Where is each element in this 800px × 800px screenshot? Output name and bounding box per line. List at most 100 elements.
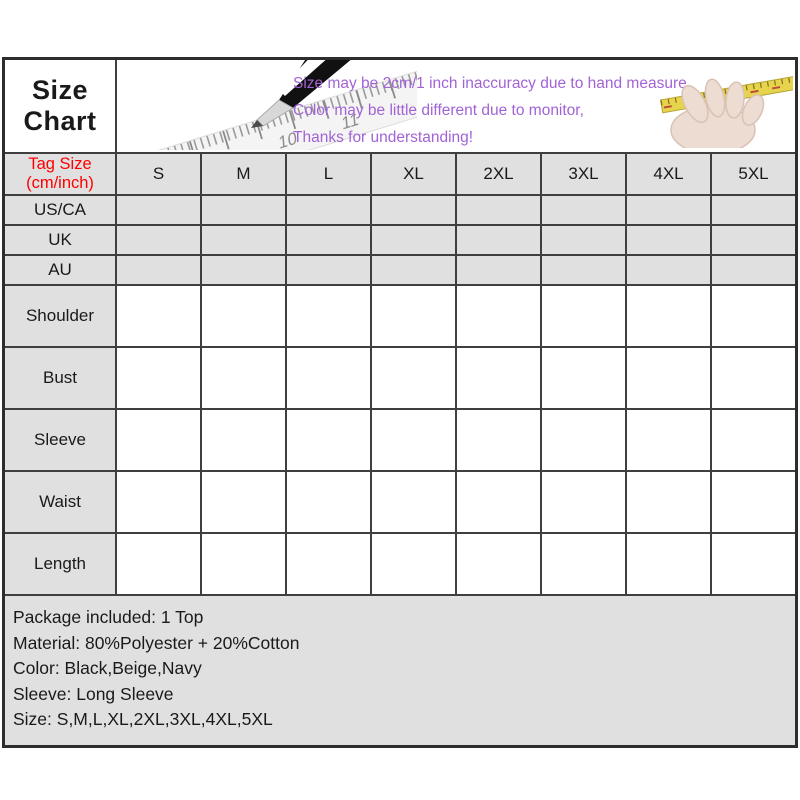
size-cell [115,256,200,284]
measurement-label: Waist [5,472,115,532]
measurement-cell [455,410,540,470]
banner-cell: 9 10 11 Size may be 2cm/1 inch inaccurac… [115,60,795,152]
size-cell [455,226,540,254]
tag-size-label-line-2: (cm/inch) [26,174,94,192]
ruler-number-10: 10 [278,127,298,150]
size-cell [285,256,370,284]
region-row: US/CA [5,196,795,226]
region-label: US/CA [5,196,115,224]
region-values [115,256,795,284]
measurement-cell [285,410,370,470]
size-cell [455,196,540,224]
measurement-cell [540,534,625,594]
measurement-row: Length [5,534,795,596]
size-cell [540,226,625,254]
measurement-row: Shoulder [5,286,795,348]
size-cell [710,256,795,284]
measurement-cell [285,286,370,346]
size-cell [370,196,455,224]
size-cell: 3XL [540,154,625,194]
measurement-rows: Shoulder [5,286,795,596]
measurement-cell [455,286,540,346]
measurement-cell [115,410,200,470]
product-detail-line: Color: Black,Beige,Navy [13,658,202,678]
measurement-cell [200,472,285,532]
measurement-cell [625,286,710,346]
region-row: AU [5,256,795,286]
ruler-number-9: 9 [220,148,231,150]
measurement-values [115,348,795,408]
size-chart-title: Size Chart [5,60,115,152]
measurement-cell [455,348,540,408]
size-cell [200,256,285,284]
measurement-cell [710,410,795,470]
region-row: UK [5,226,795,256]
size-chart-table: Size Chart 9 10 11 [2,57,798,748]
measurement-cell [200,286,285,346]
size-cell: XL [370,154,455,194]
measurement-cell [710,534,795,594]
measurement-cell [200,534,285,594]
size-cell [540,256,625,284]
title-line-1: Size [31,75,89,105]
measurement-cell [370,410,455,470]
measurement-cell [115,472,200,532]
measurement-cell [625,348,710,408]
size-cell [200,226,285,254]
measurement-cell [370,472,455,532]
banner-notes: Size may be 2cm/1 inch inaccuracy due to… [293,70,691,151]
measurement-cell [200,348,285,408]
measurement-cell [285,534,370,594]
product-detail-line: Material: 80%Polyester + 20%Cotton [13,632,300,653]
measurement-values [115,286,795,346]
note-line: Size may be 2cm/1 inch inaccuracy due to… [293,75,692,92]
measurement-cell [710,348,795,408]
measurement-cell [115,286,200,346]
size-cell [625,196,710,224]
region-label: AU [5,256,115,284]
size-cell: 4XL [625,154,710,194]
size-cell: 5XL [710,154,795,194]
measurement-cell [625,410,710,470]
product-detail-line: Sleeve: Long Sleeve [13,683,174,704]
measurement-row: Sleeve [5,410,795,472]
size-cell [455,256,540,284]
note-line: Thanks for understanding! [293,129,474,146]
measurement-values [115,534,795,594]
tag-size-values: S M L XL 2XL 3XL 4XL 5XL [115,154,795,194]
region-label: UK [5,226,115,254]
size-cell: 2XL [455,154,540,194]
ruler-number-11: 11 [341,108,360,133]
measurement-cell [540,410,625,470]
measurement-label: Sleeve [5,410,115,470]
measurement-cell [370,348,455,408]
measurement-label: Length [5,534,115,594]
measurement-cell [285,348,370,408]
size-cell [285,196,370,224]
measurement-values [115,472,795,532]
measurement-cell [540,286,625,346]
size-cell: L [285,154,370,194]
size-cell: S [115,154,200,194]
size-cell [710,196,795,224]
pencil-and-ruler-icon: 9 10 11 [117,60,417,150]
measurement-label: Shoulder [5,286,115,346]
product-detail-line: Size: S,M,L,XL,2XL,3XL,4XL,5XL [13,709,273,729]
measurement-values [115,410,795,470]
measurement-cell [370,534,455,594]
tag-size-label-line-1: Tag Size [28,155,92,173]
measurement-row: Waist [5,472,795,534]
product-details-block: Package included: 1 Top Material: 80%Poly… [5,596,795,745]
size-cell [710,226,795,254]
size-cell [625,256,710,284]
measurement-cell [370,286,455,346]
size-cell: M [200,154,285,194]
measurement-cell [115,348,200,408]
region-values [115,226,795,254]
pencil-glyph [251,60,351,128]
measurement-cell [710,472,795,532]
size-cell [540,196,625,224]
measurement-row: Bust [5,348,795,410]
measurement-cell [625,534,710,594]
size-cell [370,256,455,284]
